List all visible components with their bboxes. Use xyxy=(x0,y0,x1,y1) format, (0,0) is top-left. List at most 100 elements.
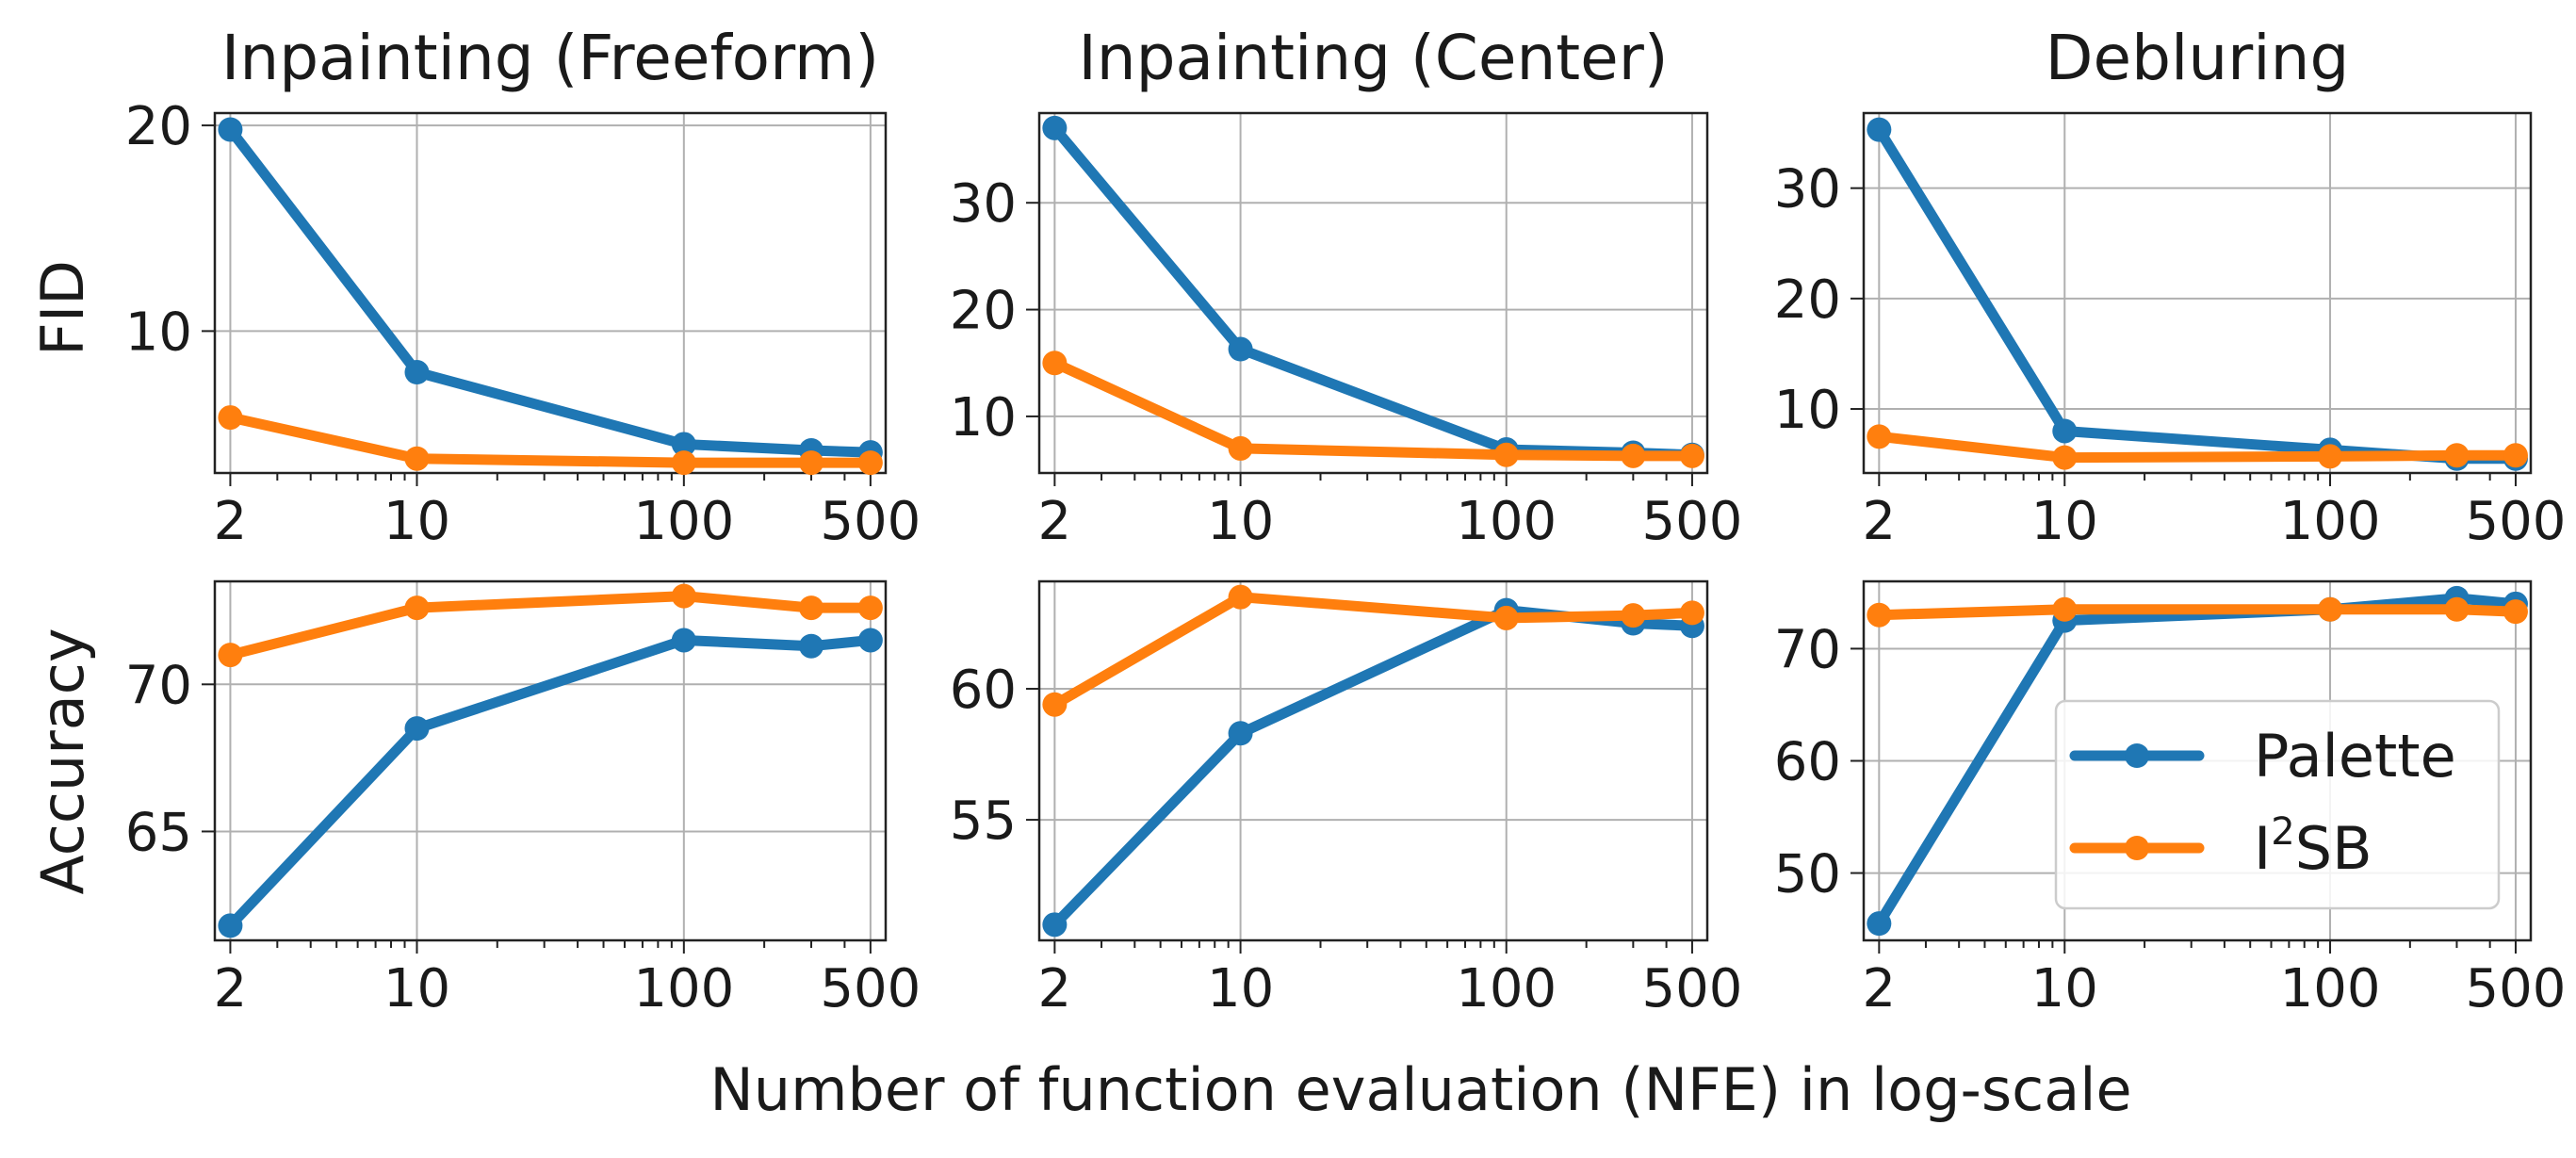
axes-frame xyxy=(213,111,888,475)
data-point-i2sb xyxy=(1042,351,1068,376)
series-line-i2sb xyxy=(1049,357,1698,462)
y-tick-label: 20 xyxy=(125,96,192,157)
figure-xlabel: Number of function evaluation (NFE) in l… xyxy=(709,1055,2131,1124)
legend-swatch-marker xyxy=(2125,836,2149,860)
x-tick-label: 2 xyxy=(214,958,248,1019)
data-point-i2sb xyxy=(404,446,430,471)
data-point-i2sb xyxy=(1621,443,1646,468)
legend-swatch-marker xyxy=(2125,743,2149,768)
x-tick-label: 2 xyxy=(1863,491,1897,552)
y-tick-label: 30 xyxy=(1774,159,1841,220)
data-point-i2sb xyxy=(1228,435,1253,461)
y-tick-label: 10 xyxy=(950,387,1017,449)
series-line-palette xyxy=(224,123,876,458)
x-tick-label: 100 xyxy=(1456,958,1557,1019)
data-point-palette xyxy=(1867,911,1892,937)
series-line-i2sb xyxy=(1873,604,2521,621)
y-tick-label: 70 xyxy=(1774,619,1841,680)
x-tick-label: 10 xyxy=(2031,491,2098,552)
x-tick-label: 100 xyxy=(1456,491,1557,552)
data-point-i2sb xyxy=(799,595,824,621)
x-tick-label: 500 xyxy=(2466,491,2567,552)
panel-1: 2 10 100 500 10 20 Inpainting (Freeform) xyxy=(125,22,921,552)
axes-frame xyxy=(1037,111,1709,475)
data-point-palette xyxy=(404,360,430,385)
axes-frame xyxy=(1862,111,2533,475)
data-point-palette xyxy=(1228,721,1253,746)
x-tick-label: 2 xyxy=(1863,958,1897,1019)
axes-frame xyxy=(213,579,888,942)
x-tick-label: 10 xyxy=(383,958,450,1019)
panel-title: Inpainting (Center) xyxy=(1078,22,1668,94)
x-tick-label: 100 xyxy=(633,958,734,1019)
data-point-i2sb xyxy=(799,450,824,476)
data-point-palette xyxy=(671,432,696,457)
x-tick-label: 10 xyxy=(2031,958,2098,1019)
panel-5: 2 10 100 500 55 60 xyxy=(950,579,1742,1019)
x-tick-label: 2 xyxy=(1038,491,1072,552)
data-point-i2sb xyxy=(2052,596,2078,622)
data-point-palette xyxy=(799,633,824,659)
data-point-i2sb xyxy=(2444,443,2470,468)
y-tick-label: 65 xyxy=(125,802,192,863)
row-label-accuracy: Accuracy xyxy=(28,628,97,894)
data-point-palette xyxy=(218,117,243,142)
axes-frame xyxy=(1037,579,1709,942)
x-tick-label: 10 xyxy=(383,491,450,552)
data-point-i2sb xyxy=(1621,603,1646,628)
data-point-palette xyxy=(857,628,883,653)
x-tick-label: 10 xyxy=(1207,958,1274,1019)
panel-2: 2 10 100 500 10 20 30 Inpainting (Center) xyxy=(950,22,1743,552)
data-point-palette xyxy=(1228,336,1253,362)
y-tick-label: 60 xyxy=(1774,732,1841,793)
y-tick-label: 60 xyxy=(950,660,1017,721)
x-tick-label: 2 xyxy=(214,491,248,552)
y-tick-label: 20 xyxy=(1774,269,1841,331)
data-point-i2sb xyxy=(218,405,243,431)
legend-label-i2sb: I2SB xyxy=(2254,810,2372,883)
x-tick-label: 500 xyxy=(2466,958,2567,1019)
data-point-i2sb xyxy=(2318,444,2343,469)
data-point-i2sb xyxy=(1679,443,1704,468)
x-tick-label: 500 xyxy=(1641,491,1742,552)
y-tick-label: 10 xyxy=(1774,380,1841,441)
y-tick-label: 50 xyxy=(1774,844,1841,905)
series-line-palette xyxy=(1049,605,1698,930)
data-point-i2sb xyxy=(1228,584,1253,610)
data-point-i2sb xyxy=(218,643,243,668)
row-label-fid: FID xyxy=(28,260,97,356)
y-tick-label: 20 xyxy=(950,281,1017,342)
panel-4: 2 10 100 500 65 70 xyxy=(125,579,921,1019)
panel-title: Inpainting (Freeform) xyxy=(221,22,879,94)
data-point-palette xyxy=(404,716,430,742)
panel-3: 2 10 100 500 10 20 30 Debluring xyxy=(1774,22,2567,552)
data-point-i2sb xyxy=(1493,442,1519,467)
x-tick-label: 10 xyxy=(1207,491,1274,552)
legend: Palette I2SB xyxy=(2054,699,2501,910)
data-point-i2sb xyxy=(2444,596,2470,622)
data-point-palette xyxy=(2052,418,2078,444)
data-point-i2sb xyxy=(2503,443,2528,468)
x-tick-label: 100 xyxy=(633,491,734,552)
y-tick-label: 30 xyxy=(950,173,1017,235)
data-point-i2sb xyxy=(1493,605,1519,630)
data-point-i2sb xyxy=(404,595,430,621)
panel-title: Debluring xyxy=(2046,22,2350,94)
x-tick-label: 500 xyxy=(1641,958,1742,1019)
data-point-i2sb xyxy=(2052,445,2078,470)
data-point-i2sb xyxy=(857,450,883,476)
axes-frame xyxy=(1862,579,2533,942)
series-line-palette xyxy=(224,634,876,931)
data-point-palette xyxy=(671,628,696,653)
x-tick-label: 100 xyxy=(2280,958,2381,1019)
data-point-palette xyxy=(1042,912,1068,938)
series-line-i2sb xyxy=(224,412,876,468)
x-tick-label: 100 xyxy=(2280,491,2381,552)
data-point-i2sb xyxy=(1042,692,1068,717)
data-point-i2sb xyxy=(1867,424,1892,449)
y-tick-label: 10 xyxy=(125,302,192,363)
y-tick-label: 55 xyxy=(950,791,1017,852)
panel-6: 2 10 100 500 50 60 70 xyxy=(1774,579,2567,1019)
data-point-palette xyxy=(218,913,243,938)
